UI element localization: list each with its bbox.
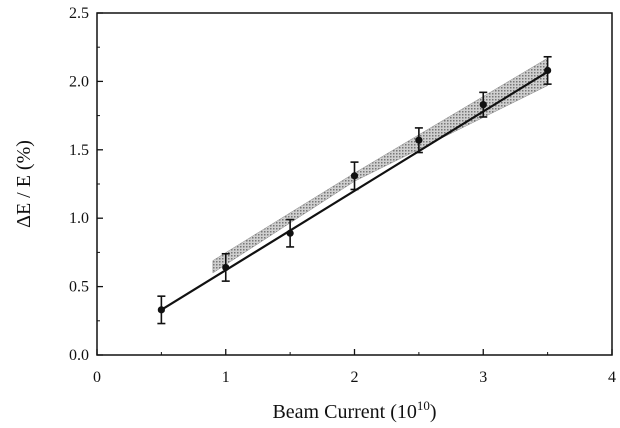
- y-axis-title: ΔE / E (%): [13, 140, 35, 228]
- data-point: [479, 101, 487, 109]
- x-axis-title-close: ): [430, 401, 437, 423]
- x-tick-label: 4: [608, 369, 616, 386]
- confidence-band: [212, 57, 548, 274]
- x-tick-label: 3: [479, 369, 487, 386]
- x-tick-label: 0: [93, 369, 101, 386]
- confidence-band-layer: [212, 57, 548, 274]
- data-point: [157, 306, 165, 314]
- y-tick-label: 2.5: [69, 5, 89, 22]
- data-point: [286, 229, 294, 237]
- tick-labels-layer: 0 1 2 3 4 0.0 0.5 1.0 1.5 2.0 2.5: [69, 5, 616, 386]
- fit-line: [160, 70, 549, 311]
- x-tick-label: 1: [222, 369, 230, 386]
- y-tick-label: 0.0: [69, 347, 89, 364]
- fit-line-layer: [160, 70, 549, 311]
- y-tick-label: 1.5: [69, 142, 89, 159]
- data-points-layer: [157, 55, 552, 325]
- data-point: [544, 66, 552, 75]
- x-axis-title-exponent: 10: [417, 398, 430, 413]
- x-axis-title-main: Beam Current (10: [272, 401, 416, 423]
- y-tick-label: 1.0: [69, 210, 89, 227]
- x-tick-label: 2: [351, 369, 359, 386]
- ticks-layer: [96, 12, 613, 356]
- data-point: [350, 172, 359, 180]
- y-tick-label: 2.0: [69, 73, 89, 90]
- data-point: [222, 263, 230, 272]
- x-axis-title: Beam Current (1010): [272, 398, 436, 423]
- y-tick-label: 0.5: [69, 279, 89, 296]
- data-point: [415, 136, 423, 144]
